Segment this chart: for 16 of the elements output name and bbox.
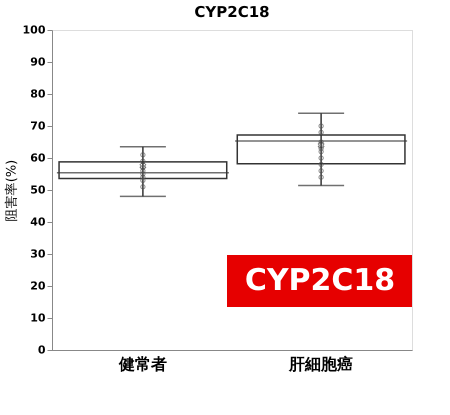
y-tick-label: 50: [30, 184, 46, 196]
y-tick-label: 80: [30, 88, 46, 100]
x-tick-label: 肝細胞癌: [288, 354, 354, 374]
y-tick-label: 0: [38, 344, 46, 356]
chart-title: CYP2C18: [194, 3, 270, 21]
y-axis-title: 阻害率(%): [4, 160, 20, 222]
y-tick-label: 10: [30, 312, 46, 324]
annotation: CYP2C18: [244, 263, 396, 298]
x-tick-label: 健常者: [118, 354, 167, 374]
y-tick-label: 20: [30, 280, 46, 292]
y-tick-label: 90: [30, 56, 46, 68]
y-tick-label: 70: [30, 120, 46, 132]
y-tick-label: 40: [30, 216, 46, 228]
y-tick-label: 100: [22, 24, 46, 36]
y-tick-label: 30: [30, 248, 46, 260]
y-tick-label: 60: [30, 152, 46, 164]
